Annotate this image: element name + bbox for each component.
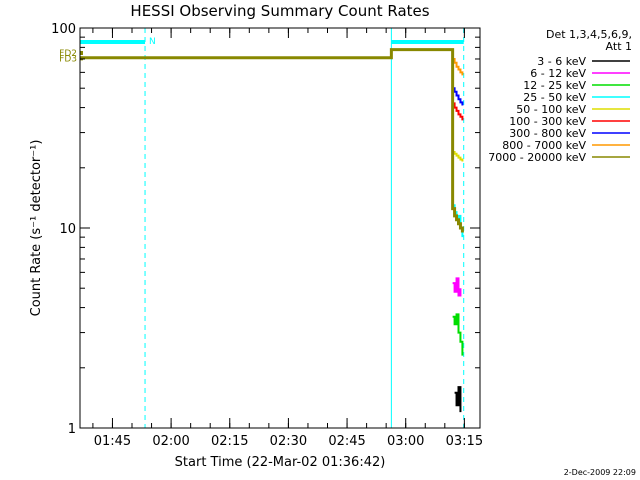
flag-marker-label: FD2 [59, 49, 77, 59]
flag-bar-label: N [149, 37, 156, 47]
generation-stamp: 2-Dec-2009 22:09 [564, 468, 636, 477]
series-2-line [452, 277, 462, 297]
legend-title: Det 1,3,4,5,6,9, [546, 28, 632, 41]
series-layer [80, 48, 464, 413]
series-1-line [454, 386, 462, 413]
chart-title: HESSI Observing Summary Count Rates [130, 2, 429, 20]
series-3-line [452, 313, 464, 356]
series-6-line [452, 102, 464, 121]
x-tick-label: 02:00 [152, 434, 189, 449]
legend-entry-label: 300 - 800 keV [509, 127, 586, 140]
x-tick-label: 02:45 [328, 434, 365, 449]
x-tick-label: 03:00 [387, 434, 424, 449]
legend-entry-label: 100 - 300 keV [509, 115, 586, 128]
y-axis-ticks: 1 10 100 [51, 22, 480, 437]
x-tick-label: 03:15 [446, 434, 483, 449]
series-8-line [452, 57, 464, 76]
x-axis-ticks: 01:45 02:00 02:15 02:30 02:45 03:00 03:15 [92, 28, 483, 449]
legend-entry-label: 7000 - 20000 keV [488, 151, 586, 164]
x-tick-label: 02:30 [270, 434, 307, 449]
legend-entry-label: 800 - 7000 keV [502, 139, 586, 152]
y-tick-label: 10 [59, 222, 76, 237]
flag-marker [80, 56, 83, 61]
series-7-line [452, 87, 464, 106]
flag-marker-label: FD3 [59, 54, 77, 64]
x-tick-label: 01:45 [94, 434, 131, 449]
legend-entry-label: 25 - 50 keV [523, 91, 586, 104]
x-axis-label: Start Time (22-Mar-02 01:36:42) [175, 455, 386, 470]
legend-subtitle: Att 1 [606, 40, 632, 53]
legend-entry-label: 50 - 100 keV [516, 103, 586, 116]
y-tick-label: 1 [68, 422, 76, 437]
plot-frame [79, 27, 481, 429]
series-9-line [80, 48, 464, 233]
y-axis-label: Count Rate (s⁻¹ detector⁻¹) [29, 140, 44, 317]
legend-entry-label: 12 - 25 keV [523, 79, 586, 92]
legend-entry-label: 6 - 12 keV [530, 67, 586, 80]
flag-marker [80, 50, 83, 55]
time-markers [79, 28, 465, 428]
series-5-line [452, 150, 464, 162]
legend-entry-label: 3 - 6 keV [537, 55, 586, 68]
y-tick-label: 100 [51, 22, 76, 37]
x-tick-label: 02:15 [211, 434, 248, 449]
